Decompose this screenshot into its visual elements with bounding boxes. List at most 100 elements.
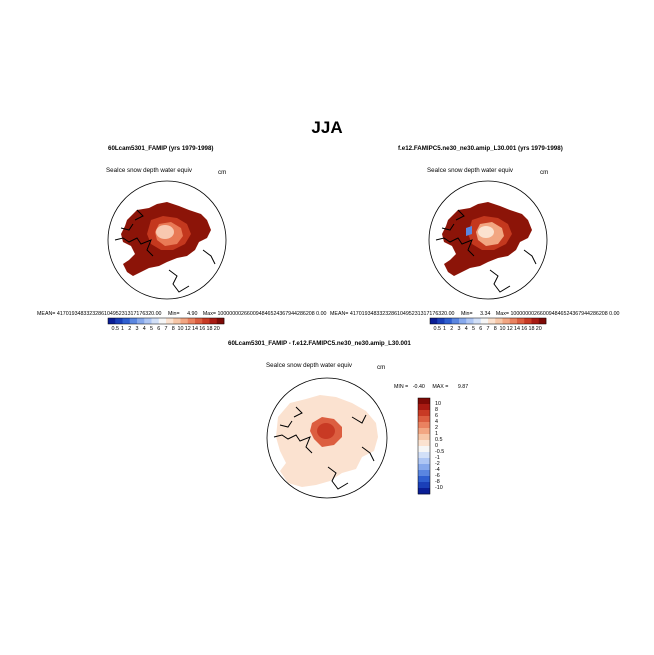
colorbar-tick-label: 1 [443,326,446,332]
colorbar-tick-label: 3 [457,326,461,332]
colorbar-swatch [444,318,453,324]
colorbar-swatch [209,318,218,324]
colorbar-swatch [418,398,430,405]
colorbar-tick-label: 0 [435,443,438,449]
colorbar-swatch [524,318,532,324]
panel-2-min-value: 3.34 [480,311,491,317]
panel-1-title: 60Lcam5301_FAMIP (yrs 1979-1998) [108,145,214,152]
panel-2-colorbar [429,317,547,325]
colorbar-tick-label: 6 [157,326,161,332]
colorbar-tick-label: 16 [199,326,206,332]
colorbar-swatch [418,404,430,411]
colorbar-swatch [418,482,430,489]
colorbar-tick-label: -1 [435,455,440,461]
colorbar-swatch [144,318,152,324]
colorbar-swatch [418,452,430,459]
colorbar-swatch [466,318,474,324]
coastline [114,209,216,293]
colorbar-tick-label: 4 [435,419,438,425]
colorbar-swatch [509,318,518,324]
colorbar-swatch [430,318,438,324]
colorbar-tick-label: 3 [135,326,139,332]
colorbar-tick-label: 8 [435,407,438,413]
colorbar-swatch [488,318,496,324]
colorbar-swatch [459,318,467,324]
panel-3-colorbar [417,397,431,495]
colorbar-swatch [418,458,430,465]
figure-title: JJA [311,118,343,137]
colorbar-swatch [115,318,123,324]
colorbar-tick-label: 1 [121,326,124,332]
colorbar-swatch [517,318,525,324]
panel-3-units: cm [377,364,386,371]
colorbar-tick-label: 6 [479,326,483,332]
panel-1-map [107,180,227,300]
colorbar-tick-label: 2 [128,326,132,332]
colorbar-swatch [437,318,445,324]
colorbar-tick-label: 0.5 [111,326,120,332]
colorbar-tick-label: 5 [472,326,475,332]
colorbar-swatch [418,416,430,423]
panel-1-mean-label: MEAN= [37,311,56,317]
colorbar-swatch [151,318,160,324]
colorbar-swatch [418,470,430,477]
panel-2-units: cm [540,169,549,176]
colorbar-tick-label: -8 [435,479,440,485]
panel-3-max-value: 9.87 [457,384,469,390]
colorbar-tick-label: 7 [164,326,168,332]
panel-2-colorbar-labels: 0.5 1 2 3 4 5 6 7 8 10 12 14 16 18 20 [430,326,546,334]
colorbar-tick-label: 10 [177,326,184,332]
colorbar-swatch [166,318,174,324]
panel-1-colorbar [107,317,225,325]
panel-3-title: 60Lcam5301_FAMIP - f.e12.FAMIPC5.ne30_ne… [228,340,411,347]
colorbar-swatch [418,410,430,417]
colorbar-swatch [538,318,547,324]
colorbar-tick-label: 6 [435,413,438,419]
colorbar-swatch [418,428,430,435]
panel-1-max-label: Max= [202,311,216,317]
panel-2-max-label: Max= [495,311,509,317]
colorbar-swatch [531,318,540,324]
colorbar-swatch [108,318,116,324]
colorbar-swatch [418,476,430,483]
panel-3-stats: MIN = -0.40 MAX = 9.87 [394,384,468,390]
colorbar-swatch [418,464,430,471]
difference-peak [317,423,335,439]
colorbar-swatch [418,488,430,495]
colorbar-tick-label: 1 [435,431,438,437]
colorbar-swatch [202,318,210,324]
colorbar-swatch [122,318,131,324]
colorbar-tick-label: 2 [435,425,438,431]
colorbar-tick-label: 12 [184,326,191,332]
panel-1-min-label: Min= [167,311,180,317]
panel-3-max-label: MAX = [432,384,449,390]
panel-3-colorbar-labels: 10 8 6 4 2 1 0.5 0 -0.5 -1 -2 -4 -6 -8 -10 [435,398,455,494]
colorbar-swatch [137,318,145,324]
panel-1-max-value: 100000002660094846524367944286208 0.00 [217,311,327,317]
panel-1-field-label: SeaIce snow depth water equiv [106,167,192,174]
colorbar-swatch [502,318,511,324]
colorbar-tick-label: 8 [493,326,497,332]
panel-2-map [428,180,548,300]
colorbar-tick-label: -10 [435,485,443,491]
panel-1-min-value: 4.90 [187,311,198,317]
sea-ice-peak [156,225,174,239]
colorbar-swatch [418,422,430,429]
colorbar-swatch [418,446,430,453]
panel-3-map [266,377,388,499]
panel-2-title: f.e12.FAMIPC5.ne30_ne30.amip_L30.001 (yr… [398,145,563,152]
colorbar-swatch [129,318,138,324]
sea-ice-peak [478,226,494,238]
colorbar-tick-label: 14 [514,326,520,332]
panel-2-mean-label: MEAN= [330,311,349,317]
colorbar-tick-label: -6 [435,473,440,479]
colorbar-tick-label: 12 [506,326,513,332]
colorbar-tick-label: 4 [464,326,468,332]
colorbar-tick-label: 7 [486,326,490,332]
colorbar-swatch [473,318,482,324]
colorbar-swatch [418,440,430,447]
colorbar-swatch [451,318,460,324]
colorbar-tick-label: 8 [171,326,175,332]
colorbar-tick-label: 0.5 [433,326,442,332]
coastline [273,406,375,490]
